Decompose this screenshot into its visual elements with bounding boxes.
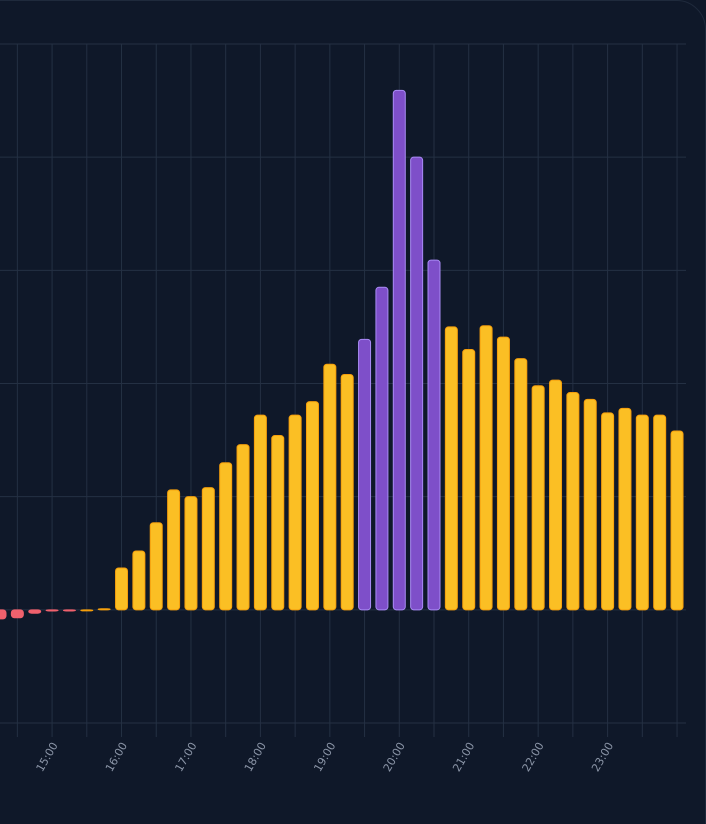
bar (167, 489, 181, 611)
bar (80, 609, 94, 612)
bar (132, 550, 146, 611)
bar (236, 444, 250, 611)
bar (45, 609, 59, 612)
bar (566, 392, 580, 611)
bar (288, 414, 302, 611)
bar (410, 156, 424, 611)
bar (392, 89, 406, 611)
bar (427, 259, 441, 611)
bar (28, 609, 42, 614)
bar (635, 414, 649, 611)
bar (496, 336, 510, 611)
bar (375, 286, 389, 611)
bar (340, 373, 354, 611)
bar (653, 414, 667, 611)
bar (184, 496, 198, 611)
bar (549, 379, 563, 611)
bar (601, 412, 615, 611)
bar (149, 522, 163, 611)
bar (305, 401, 319, 611)
bar (531, 385, 545, 611)
bar (514, 358, 528, 611)
bar (253, 414, 267, 611)
bar (115, 567, 129, 611)
bar (479, 325, 493, 611)
bar (462, 349, 476, 611)
bar (219, 462, 233, 611)
bar (583, 398, 597, 611)
bar (618, 407, 632, 611)
bar (62, 609, 76, 612)
bar (201, 487, 215, 611)
bar (670, 430, 684, 611)
bar (271, 435, 285, 611)
bar (97, 608, 111, 611)
bar (358, 338, 372, 611)
bar (10, 609, 24, 619)
bar (0, 609, 7, 620)
bar (444, 326, 458, 611)
bar (323, 363, 337, 611)
